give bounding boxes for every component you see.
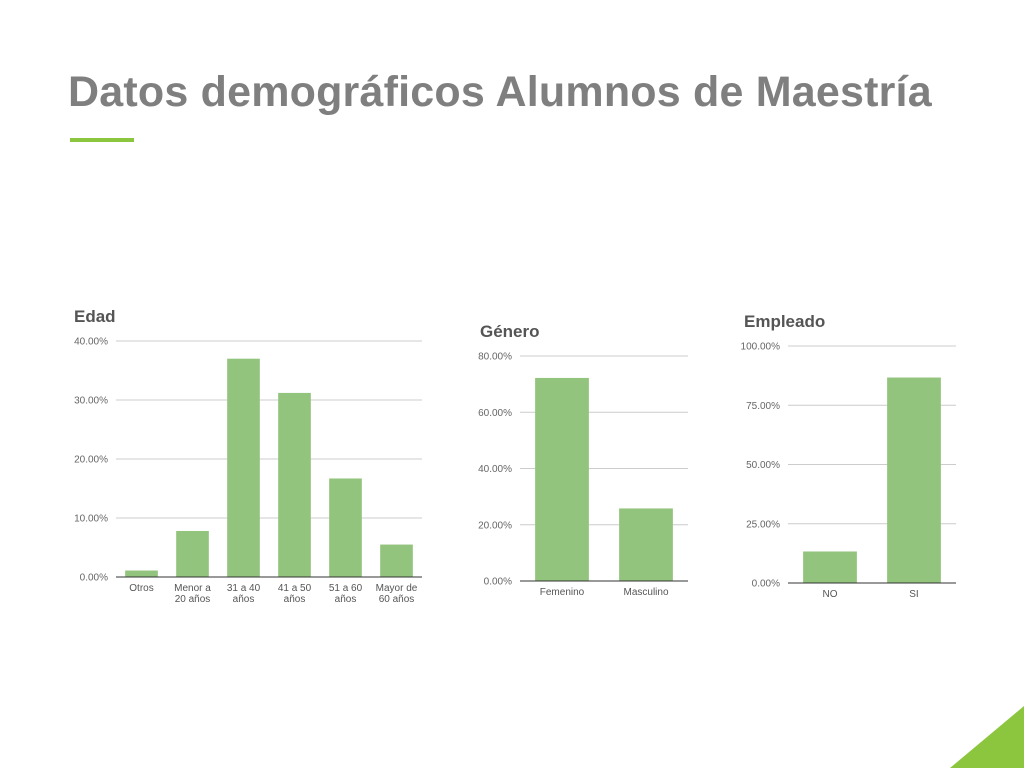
y-tick-label: 0.00% xyxy=(484,577,512,588)
slide-title: Datos demográficos Alumnos de Maestría xyxy=(68,68,932,116)
x-tick-label: Menor a xyxy=(174,583,211,594)
bar xyxy=(535,377,589,581)
x-tick-label: 41 a 50 xyxy=(278,583,312,594)
y-tick-label: 30.00% xyxy=(74,396,108,407)
y-tick-label: 10.00% xyxy=(74,514,108,525)
chart-genero: Género 0.00% 20.00% 40.00% 60.00% 80.00% Femen… xyxy=(478,322,688,598)
x-tick-label: 20 años xyxy=(175,594,211,605)
y-tick-label: 50.00% xyxy=(746,460,780,471)
y-tick-label: 75.00% xyxy=(746,401,780,412)
y-tick-label: 40.00% xyxy=(74,337,108,348)
y-tick-label: 0.00% xyxy=(80,573,108,584)
x-tick-label: SI xyxy=(909,589,918,600)
y-tick-label: 20.00% xyxy=(478,520,512,531)
y-tick-label: 60.00% xyxy=(478,408,512,419)
y-tick-label: 20.00% xyxy=(74,455,108,466)
x-tick-label: Mayor de xyxy=(376,583,418,594)
x-tick-label: 60 años xyxy=(379,594,415,605)
bar xyxy=(227,358,260,577)
x-tick-label: Otros xyxy=(129,583,153,594)
x-tick-label: Masculino xyxy=(623,587,668,598)
bar xyxy=(125,570,158,577)
y-tick-label: 25.00% xyxy=(746,519,780,530)
x-tick-label: años xyxy=(284,594,306,605)
y-tick-label: 0.00% xyxy=(752,579,780,590)
empleado-chart-title: Empleado xyxy=(744,312,825,331)
bar xyxy=(176,530,209,577)
x-tick-label: años xyxy=(233,594,255,605)
x-tick-label: 51 a 60 xyxy=(329,583,363,594)
genero-chart-title: Género xyxy=(480,322,540,341)
title-accent-line xyxy=(70,138,134,142)
chart-empleado: Empleado 0.00% 25.00% 50.00% 75.00% 100.00% NO… xyxy=(741,312,956,600)
y-tick-label: 80.00% xyxy=(478,352,512,363)
x-tick-label: 31 a 40 xyxy=(227,583,261,594)
edad-chart-title: Edad xyxy=(74,307,116,326)
bar xyxy=(329,478,362,577)
x-tick-label: NO xyxy=(823,589,838,600)
y-tick-label: 100.00% xyxy=(741,342,781,353)
y-tick-label: 40.00% xyxy=(478,464,512,475)
bar xyxy=(278,392,311,577)
x-tick-label: Femenino xyxy=(540,587,585,598)
chart-edad: Edad 0.00% 10.00% 20.00% 30.00% 40.00% Otros Me… xyxy=(74,307,422,605)
x-tick-label: años xyxy=(335,594,357,605)
bar xyxy=(887,377,941,583)
bar xyxy=(803,551,857,583)
bar xyxy=(619,508,673,581)
bar xyxy=(380,544,413,577)
